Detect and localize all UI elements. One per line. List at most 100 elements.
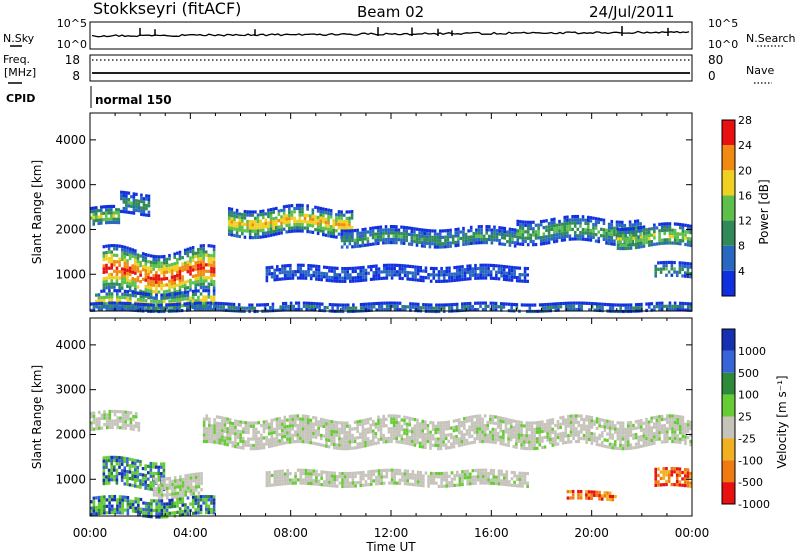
power-cell [283,267,287,271]
velocity-cell [265,419,268,424]
velocity-cell [199,511,203,515]
velocity-cell [270,437,274,442]
power-cell [108,289,111,293]
velocity-cell [444,420,448,425]
velocity-cell [332,436,336,440]
power-cell [136,279,140,283]
power-cell [576,237,580,241]
power-cell [199,250,203,254]
power-cell [131,277,135,281]
power-cell [162,264,166,268]
power-cell [679,301,682,305]
velocity-cell [577,436,581,440]
power-cell [126,265,129,269]
velocity-cell [226,417,229,421]
power-cell [209,301,212,305]
power-cell [676,232,680,236]
power-cell [147,266,150,270]
power-cell [211,308,215,312]
velocity-cell [686,423,690,427]
power-cell [99,205,103,209]
power-cell [553,236,556,241]
velocity-cell [421,435,425,439]
power-cell [579,224,582,228]
power-cell [559,305,563,309]
power-cell [120,197,123,201]
power-colorbar-tick: 8 [738,240,745,253]
power-cell [92,219,96,223]
power-cell [173,278,177,282]
power-cell [277,212,281,216]
velocity-cell [460,430,464,434]
power-cell [298,219,302,223]
power-cell [330,266,334,270]
velocity-cell [564,434,568,438]
velocity-cell [325,425,328,429]
velocity-cell [126,495,130,500]
velocity-cell [348,427,352,431]
velocity-cell [254,437,258,441]
power-cell [461,265,464,269]
velocity-cell [411,433,414,437]
power-cell [178,282,182,286]
velocity-cell [652,435,656,439]
velocity-cell [327,445,331,449]
power-cell [553,230,556,234]
power-cell [398,270,402,274]
power-cell [466,277,469,281]
velocity-cell [468,441,471,445]
velocity-cell [554,439,557,444]
velocity-cell [343,427,346,432]
power-cell [269,211,273,215]
velocity-cell [189,482,193,487]
velocity-cell [265,442,268,446]
velocity-cell [522,437,526,441]
power-cell [435,279,438,283]
power-cell [444,245,447,249]
power-cell [316,209,320,213]
power-cell [137,209,141,213]
power-cell [387,241,390,245]
velocity-cell [507,443,510,448]
velocity-cell [392,420,396,424]
velocity-cell [439,446,443,451]
power-cell [327,211,330,215]
velocity-cell [275,417,279,421]
power-cell [168,293,171,297]
power-cell [170,303,174,307]
velocity-cell [181,509,185,514]
power-cell [272,229,275,234]
velocity-cell [421,429,425,433]
power-cell [463,308,467,312]
power-cell [632,243,635,247]
velocity-cell [152,465,155,469]
power-cell [165,264,169,268]
power-cell [593,308,596,312]
velocity-cell [139,510,143,514]
power-cell [115,304,119,308]
velocity-cell [123,466,127,470]
power-cell [620,223,624,228]
power-cell [176,251,179,255]
velocity-cell [199,504,203,508]
velocity-cell [345,421,349,425]
power-cell [409,305,412,309]
power-cell [343,232,347,236]
power-cell [181,281,184,285]
power-cell [290,213,294,217]
power-cell [217,308,220,312]
velocity-cell [121,501,124,505]
power-cell [568,228,572,232]
velocity-cell [142,507,145,512]
power-cell [173,287,177,291]
velocity-cell [110,465,113,469]
velocity-cell [450,432,453,437]
power-cell [560,235,564,239]
power-cell [118,295,122,299]
power-cell [123,308,127,312]
power-cell [668,225,672,229]
power-cell [89,302,93,306]
power-cell [505,265,509,269]
power-cell [497,264,501,268]
power-cell [446,232,450,236]
